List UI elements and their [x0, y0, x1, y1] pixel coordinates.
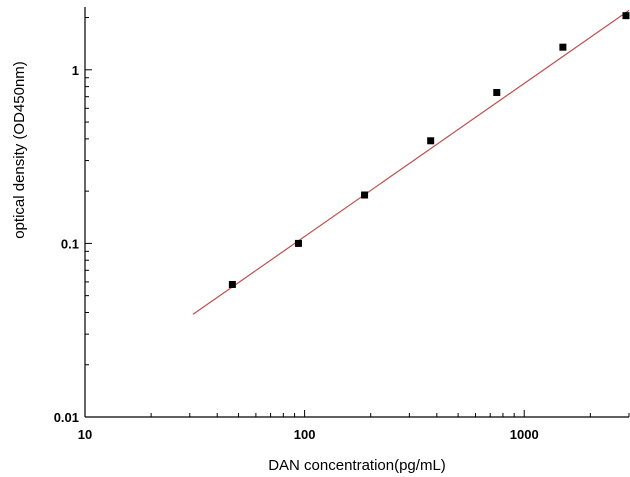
axes: [84, 7, 629, 418]
data-point: [493, 88, 501, 96]
y-axis-title: optical density (OD450nm): [11, 61, 28, 239]
data-point: [228, 280, 236, 288]
points-group: [228, 12, 630, 288]
x-tick-label: 100: [294, 427, 316, 442]
data-point: [361, 191, 369, 199]
data-point: [559, 43, 567, 51]
y-tick-label: 0.1: [61, 236, 79, 251]
data-point: [294, 239, 302, 247]
fit-line: [192, 9, 630, 315]
data-point: [427, 137, 435, 145]
fit-line-group: [192, 9, 630, 315]
x-tick-label: 10: [78, 427, 92, 442]
x-tick-label: 1000: [510, 427, 539, 442]
x-axis-title: DAN concentration(pg/mL): [268, 457, 446, 474]
data-point: [622, 12, 630, 20]
y-tick-label: 1: [72, 63, 79, 78]
ticks: 10 100 1000 0.01 0.1 1: [54, 17, 630, 442]
y-tick-label: 0.01: [54, 410, 79, 425]
